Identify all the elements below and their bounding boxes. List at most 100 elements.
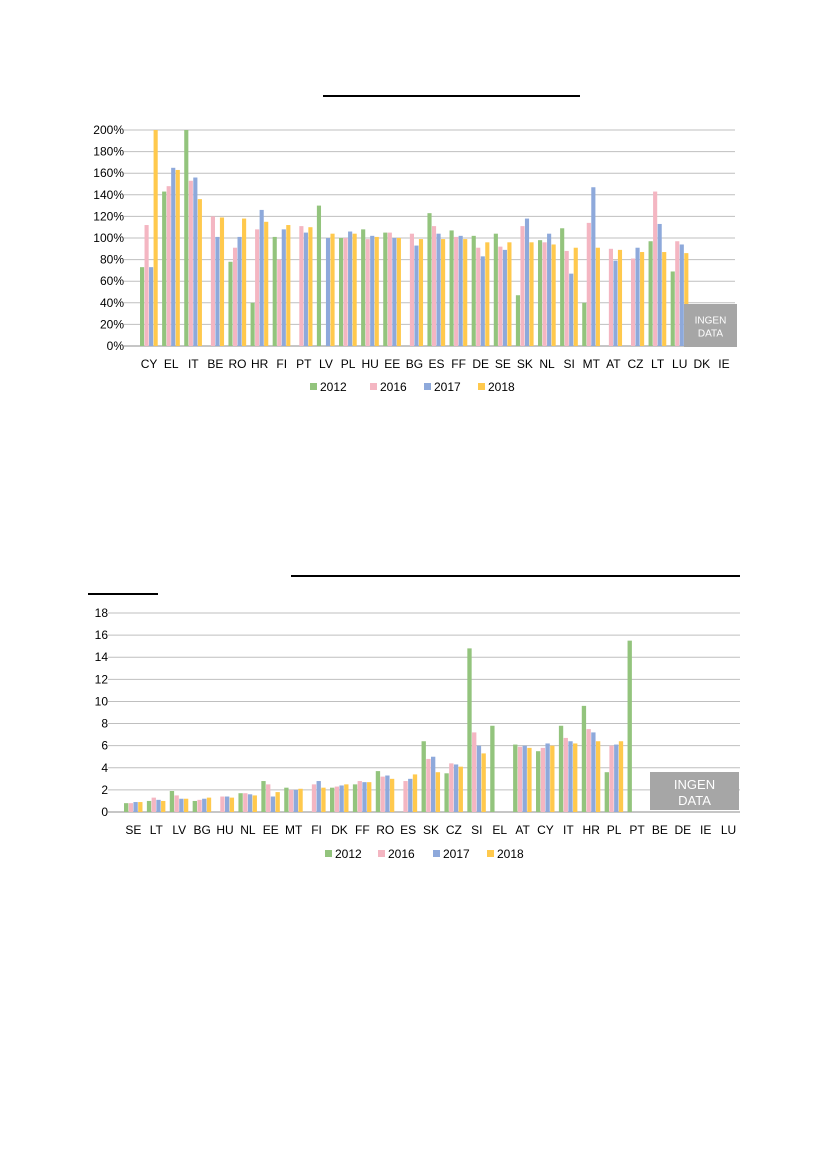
chart2-bar-2018-IT [573, 743, 578, 812]
chart1-legend-label: 2018 [488, 380, 515, 394]
chart2-bar-2018-DK [344, 784, 349, 812]
chart1-category-label: ES [428, 357, 444, 371]
chart1-bar-2017-SE [502, 249, 507, 346]
chart1-bar-2017-LV [325, 238, 331, 346]
chart1-bar-2016-AT [608, 248, 613, 346]
chart2-legend-label: 2017 [443, 847, 470, 861]
chart1-bar-2012-ES [427, 213, 432, 346]
chart1-bar-2017-MT [591, 187, 596, 346]
chart2-bar-2016-LT [151, 797, 156, 812]
chart1-legend-label: 2016 [380, 380, 407, 394]
chart1-bar-2017-IT [193, 177, 198, 346]
chart1-bar-2018-NL [551, 244, 556, 346]
chart1-category-label: NL [539, 357, 555, 371]
chart1-ytick-label: 180% [93, 145, 124, 159]
chart2-title-rule [291, 575, 740, 577]
chart2-bar-2017-EE [270, 796, 276, 812]
chart2-bar-2018-RO [389, 778, 395, 812]
chart2-category-label: CY [537, 823, 554, 837]
chart2-bar-2017-LT [156, 799, 161, 812]
chart2-category-label: IE [700, 823, 711, 837]
chart1-bar-2017-CZ [635, 247, 640, 346]
chart1-bar-2016-LU [675, 241, 680, 346]
chart2-bar-2012-AT [513, 744, 518, 812]
chart2-bar-2017-FF [362, 782, 367, 812]
chart1-bar-2018-PL [352, 233, 357, 346]
chart1-bar-2016-BG [409, 233, 414, 346]
chart1-category-label: LU [672, 357, 687, 371]
chart1-bar-2016-SI [564, 250, 569, 346]
chart1-category-label: SE [495, 357, 511, 371]
chart2-category-label: LV [172, 823, 186, 837]
chart1-bar-2016-EE [387, 232, 392, 346]
chart1-bar-2017-LT [657, 223, 662, 346]
chart2-bar-2012-LT [146, 800, 152, 812]
chart1-bar-2018-RO [242, 218, 247, 346]
chart2-bar-2017-AT [522, 745, 527, 812]
chart2-ytick-label: 18 [95, 606, 109, 620]
chart1-bar-2012-RO [228, 261, 233, 346]
chart1-bar-2012-EE [383, 232, 388, 346]
chart1-bar-2017-SK [524, 218, 530, 346]
chart2-category-label: LU [721, 823, 736, 837]
chart2-bar-2017-HR [591, 732, 596, 812]
chart2-bar-2016-MT [288, 789, 294, 812]
chart2-bar-2016-CZ [449, 763, 454, 812]
chart2-ytick-label: 10 [95, 694, 109, 708]
chart1-bar-2012-MT [582, 302, 587, 346]
chart2-bar-2016-FF [357, 781, 362, 812]
chart2-category-label: NL [240, 823, 256, 837]
chart1-bar-2018-SI [573, 247, 578, 346]
chart2-bar-2017-IT [568, 741, 573, 812]
chart1-bar-2016-NL [542, 242, 547, 346]
chart1-category-label: RO [229, 357, 247, 371]
chart2-ytick-label: 2 [101, 783, 108, 797]
chart2-bar-2016-LV [174, 795, 179, 812]
chart1-nodata-text: DATA [698, 329, 724, 340]
chart2-bar-2018-LV [183, 798, 189, 812]
chart1-budget-percent: 0% 20% 40% 60% 80% 100% 120% 140% 160% 180% 200% CY… [93, 123, 737, 394]
chart1-legend-swatch [370, 383, 377, 390]
chart1-bar-2018-BG [418, 239, 424, 346]
chart2-ytick-label: 16 [95, 628, 109, 642]
chart2-bar-2017-FI [316, 781, 321, 812]
chart1-category-label: HU [361, 357, 378, 371]
chart1-bar-2018-HR [264, 221, 269, 346]
chart2-bar-2018-CZ [458, 766, 463, 812]
chart2-left-rule [88, 593, 158, 595]
chart2-bar-2017-MT [293, 789, 298, 812]
chart2-nodata-text: INGEN [674, 777, 715, 792]
chart1-legend-swatch [310, 383, 317, 390]
chart2-bar-2016-HR [586, 729, 591, 812]
chart2-bar-2016-SK [426, 758, 431, 812]
chart1-ytick-label: 80% [100, 253, 124, 267]
chart1-bar-2017-EE [392, 238, 397, 346]
chart1-bar-2012-CY [140, 267, 145, 346]
chart1-category-label: BE [207, 357, 223, 371]
chart1-category-label: IE [718, 357, 729, 371]
chart2-category-label: DK [331, 823, 348, 837]
chart2-category-label: MT [285, 823, 303, 837]
chart2-bar-2018-ES [412, 774, 418, 812]
chart2-bar-2016-SE [128, 803, 134, 812]
chart2-ytick-label: 0 [101, 805, 108, 819]
chart2-bar-2012-DK [330, 787, 335, 812]
chart2-bar-2018-LT [161, 800, 166, 812]
chart1-ytick-label: 120% [93, 209, 124, 223]
chart2-bar-2012-FF [352, 784, 358, 812]
chart1-bar-2018-IT [197, 199, 202, 346]
chart1-category-label: BG [406, 357, 423, 371]
chart2-bar-2018-AT [527, 747, 532, 812]
chart2-legend-swatch [487, 850, 494, 857]
chart2-bar-2018-CY [550, 745, 555, 812]
chart1-legend-label: 2012 [320, 380, 347, 394]
chart1-category-label: SI [563, 357, 574, 371]
chart1-bar-2016-DE [476, 247, 481, 346]
chart2-category-label: EL [492, 823, 507, 837]
chart1-bar-2017-HU [370, 235, 375, 346]
chart1-bar-2016-SE [498, 246, 503, 346]
chart2-bar-2016-NL [243, 793, 248, 812]
chart1-bar-2017-EL [171, 167, 176, 346]
chart2-bar-2012-MT [284, 787, 289, 812]
chart2-bar-2012-CY [536, 751, 541, 812]
